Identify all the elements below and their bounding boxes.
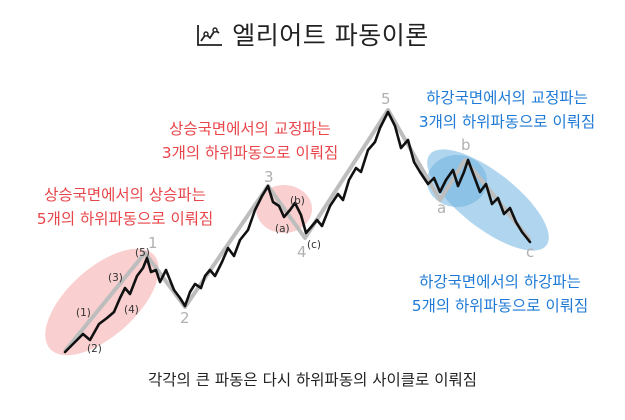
caption-down-impulse: 하강국면에서의 하강파는 5개의 하위파동으로 이뤄짐 (385, 270, 615, 318)
caption-line: 상승국면에서의 상승파는 (44, 186, 206, 204)
title-text: 엘리어트 파동이론 (232, 21, 429, 50)
line-chart-icon (196, 23, 224, 53)
caption-line: 상승국면에서의 교정파는 (169, 120, 331, 138)
subwave-label-a: (a) (275, 223, 290, 235)
caption-line: 3개의 하위파동으로 이뤄짐 (418, 113, 596, 131)
caption-line: 3개의 하위파동으로 이뤄짐 (161, 144, 339, 162)
caption-down-correction: 하강국면에서의 교정파는 3개의 하위파동으로 이뤄짐 (392, 86, 622, 134)
caption-line: 하강국면에서의 하강파는 (419, 273, 581, 291)
wave-label-c: c (526, 243, 534, 261)
highlight-down-impulse (427, 149, 549, 251)
wave-label-2: 2 (180, 309, 190, 327)
subwave-label-b: (b) (290, 195, 305, 207)
subwave-label-4: (4) (124, 304, 139, 316)
subwave-label-3: (3) (108, 272, 123, 284)
highlight-up-impulse (45, 248, 159, 356)
page-title: 엘리어트 파동이론 (0, 16, 625, 53)
caption-up-correction: 상승국면에서의 교정파는 3개의 하위파동으로 이뤄짐 (135, 117, 365, 165)
wave-label-3: 3 (264, 168, 274, 186)
caption-line: 5개의 하위파동으로 이뤄짐 (36, 210, 214, 228)
subwave-label-1: (1) (76, 307, 91, 319)
wave-label-4: 4 (297, 243, 307, 261)
subwave-label-2: (2) (87, 343, 102, 355)
caption-line: 하강국면에서의 교정파는 (426, 89, 588, 107)
caption-line: 5개의 하위파동으로 이뤄짐 (411, 297, 589, 315)
major-wave-line (63, 108, 532, 353)
wave-label-1: 1 (148, 234, 158, 252)
footer-note: 각각의 큰 파동은 다시 하위파동의 사이클로 이뤄짐 (147, 371, 478, 389)
wave-label-5: 5 (381, 90, 391, 108)
subwave-label-c: (c) (307, 239, 321, 251)
caption-up-impulse: 상승국면에서의 상승파는 5개의 하위파동으로 이뤄짐 (10, 183, 240, 231)
wave-label-b: b (461, 136, 471, 154)
subwave-label-5: (5) (135, 247, 150, 259)
wave-label-a: a (437, 199, 446, 217)
price-line (63, 110, 532, 354)
